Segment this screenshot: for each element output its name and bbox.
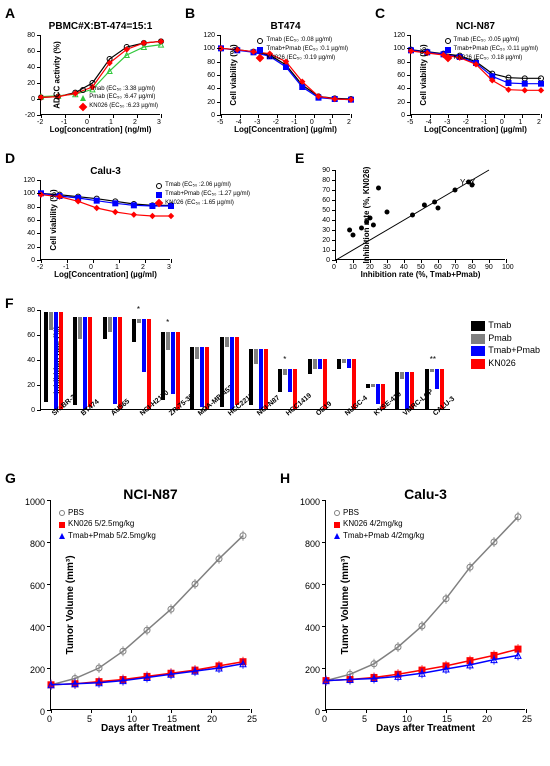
legend-g: PBSKN026 5/2.5mg/kgTmab+Pmab 5/2.5mg/kg bbox=[59, 508, 156, 542]
chart-a: PBMC#X:BT-474=15:1 ADCC activity (%) Log… bbox=[40, 35, 160, 115]
panel-g: G NCI-N87 Tumor Volume (mm³) Days after … bbox=[5, 470, 275, 750]
x-label: Days after Treatment bbox=[101, 723, 200, 734]
panel-label: E bbox=[295, 150, 304, 166]
x-label: Log[Concentration] (µg/ml) bbox=[234, 125, 337, 134]
y-label: Cell viability (%) bbox=[419, 44, 428, 105]
panel-label: H bbox=[280, 470, 290, 486]
panel-label: B bbox=[185, 5, 195, 21]
legend-a: Tmab (EC₅₀ :3.38 µg/ml)Pmab (EC₅₀ :6.47 … bbox=[80, 86, 158, 112]
legend-d: Tmab (EC₅₀ :2.06 µg/ml)Tmab+Pmab (EC₅₀ :… bbox=[156, 182, 250, 208]
x-label: Log[Concentration] (µg/ml) bbox=[54, 270, 157, 279]
chart-g: NCI-N87 Tumor Volume (mm³) Days after Tr… bbox=[50, 500, 250, 710]
chart-f: Inhibition rate (%) SK-BR-3BT474AU565*NC… bbox=[40, 310, 450, 410]
chart-title: PBMC#X:BT-474=15:1 bbox=[41, 21, 160, 32]
chart-title: NCI-N87 bbox=[51, 486, 250, 502]
panel-e: E Inhibition rate (%, KN026) Inhibition … bbox=[295, 150, 545, 280]
chart-title: Calu-3 bbox=[41, 166, 170, 177]
chart-title: BT474 bbox=[221, 21, 350, 32]
y-label: Inhibition rate (%, KN026) bbox=[362, 166, 371, 263]
chart-d: Calu-3 Cell viability (%) Log[Concentrat… bbox=[40, 180, 170, 260]
panel-label: G bbox=[5, 470, 16, 486]
panel-b: B BT474 Cell viability (%) Log[Concentra… bbox=[185, 5, 365, 135]
x-label: Log[concentration] (ng/ml) bbox=[50, 125, 152, 134]
x-label: Inhibition rate (%, Tmab+Pmab) bbox=[361, 270, 481, 279]
panel-f: F Inhibition rate (%) SK-BR-3BT474AU565*… bbox=[5, 295, 545, 455]
y-label: Cell viability (%) bbox=[229, 44, 238, 105]
chart-title: NCI-N87 bbox=[411, 21, 540, 32]
panel-label: F bbox=[5, 295, 14, 311]
curves-d bbox=[41, 180, 171, 260]
y-label: Cell viability (%) bbox=[49, 189, 58, 250]
panel-a: A PBMC#X:BT-474=15:1 ADCC activity (%) L… bbox=[5, 5, 175, 135]
chart-h: Calu-3 Tumor Volume (mm³) Days after Tre… bbox=[325, 500, 525, 710]
panel-label: A bbox=[5, 5, 15, 21]
y-label: Tumor Volume (mm³) bbox=[65, 555, 76, 654]
panel-label: C bbox=[375, 5, 385, 21]
legend-b: Tmab (EC₅₀ :0.08 µg/ml)Tmab+Pmab (EC₅₀ :… bbox=[257, 37, 348, 63]
panel-c: C NCI-N87 Cell viability (%) Log[Concent… bbox=[375, 5, 550, 135]
legend-c: Tmab (EC₅₀ :0.05 µg/ml)Tmab+Pmab (EC₅₀ :… bbox=[445, 37, 538, 63]
y-label: ADCC activity (%) bbox=[52, 41, 61, 109]
chart-c: NCI-N87 Cell viability (%) Log[Concentra… bbox=[410, 35, 540, 115]
x-label: Log[Concentration] (µg/ml) bbox=[424, 125, 527, 134]
legend-f: TmabPmabTmab+PmabKN026 bbox=[471, 320, 540, 371]
x-label: Days after Treatment bbox=[376, 723, 475, 734]
panel-label: D bbox=[5, 150, 15, 166]
panel-h: H Calu-3 Tumor Volume (mm³) Days after T… bbox=[280, 470, 550, 750]
chart-title: Calu-3 bbox=[326, 486, 525, 502]
panel-d: D Calu-3 Cell viability (%) Log[Concentr… bbox=[5, 150, 265, 280]
chart-b: BT474 Cell viability (%) Log[Concentrati… bbox=[220, 35, 350, 115]
legend-h: PBSKN026 4/2mg/kgTmab+Pmab 4/2mg/kg bbox=[334, 508, 424, 542]
chart-e: Inhibition rate (%, KN026) Inhibition ra… bbox=[335, 170, 505, 260]
y-label: Tumor Volume (mm³) bbox=[340, 555, 351, 654]
